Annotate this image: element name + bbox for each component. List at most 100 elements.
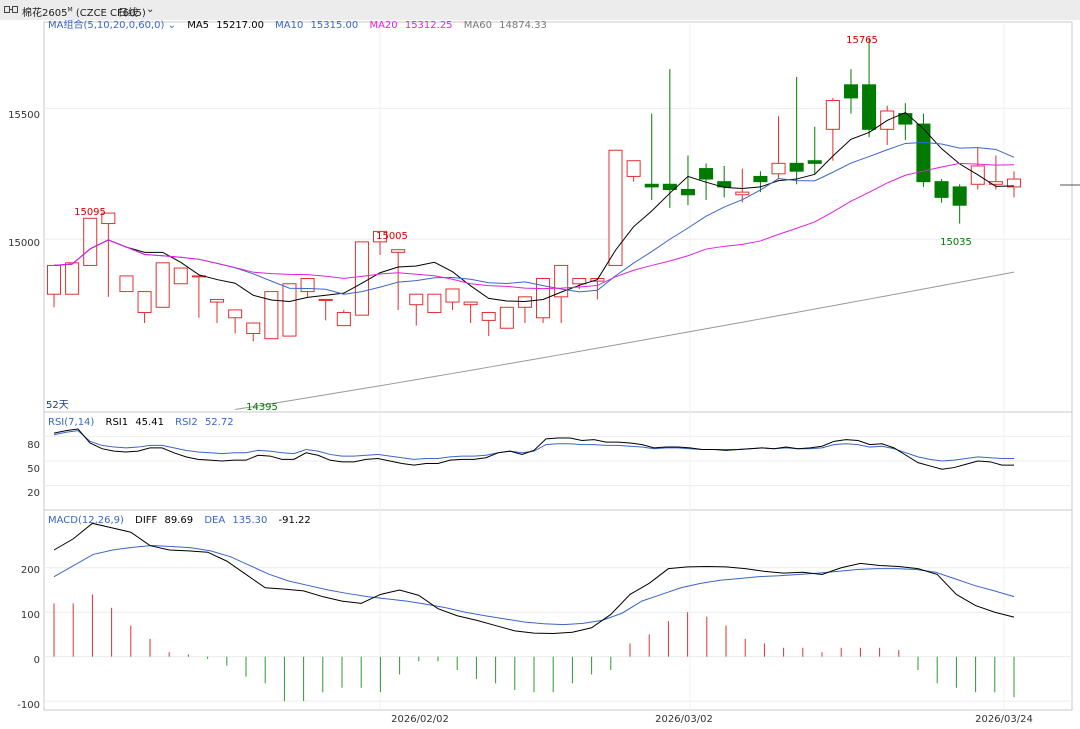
ma5-value: 15217.00 [216,20,264,31]
diff-label: DIFF [135,515,157,526]
ma-indicator-label[interactable]: MA组合(5,10,20,0,60,0) [48,20,165,31]
candle [862,84,877,130]
annotation-low-15035: 15035 [940,237,972,248]
candle [753,175,768,183]
candle [699,168,714,180]
candle [155,262,170,308]
candle [445,288,460,303]
rsi2-line [53,430,1014,462]
ma60-label: MA60 [464,20,492,31]
candle [391,249,406,253]
macd-value: -91.22 [279,515,311,526]
ma5-line [53,111,1015,303]
candle [517,296,532,308]
candle [209,298,225,303]
candle [554,264,569,298]
period-selector[interactable]: 日线 [118,4,138,19]
dea-label: DEA [204,515,225,526]
ma10-value: 15315.00 [311,20,359,31]
candle [934,181,949,198]
candle [427,293,442,314]
candle [409,293,424,306]
candle [916,123,931,183]
chevron-down-icon[interactable]: ⌄ [168,20,176,31]
candle [354,241,369,316]
rsi-tick-80: 80 [27,440,40,451]
rsi-tick-50: 50 [27,464,40,475]
ma20-value: 15312.25 [405,20,453,31]
candle [101,212,116,225]
macd-tick-100: 100 [21,610,40,621]
rsi2-value: 52.72 [205,417,234,428]
candle [680,189,695,196]
date-label-0324: 2026/03/24 [975,714,1033,725]
chart-canvas: MA组合(5,10,20,0,60,0) ⌄ MA5 15217.00 MA10… [0,20,1080,729]
dea-line [53,545,1015,626]
ma60-value: 14874.33 [499,20,547,31]
price-tick-15000: 15000 [8,238,40,249]
candle [499,306,514,329]
dea-value: 135.30 [232,515,267,526]
candle [264,291,279,340]
macd-tick-200: 200 [21,565,40,576]
diff-value: 89.69 [164,515,193,526]
symbol-code: (CZCE CF605) [75,8,146,19]
candle [300,278,315,293]
candle [173,267,188,285]
candle [318,298,333,301]
chevron-down-icon[interactable]: ⌄ [146,4,155,15]
price-tick-15500: 15500 [8,110,40,121]
candle [626,160,641,177]
candle [336,312,351,327]
candle [644,183,659,188]
candle [898,113,913,125]
period-label: 日线 [118,8,138,19]
ma20-label: MA20 [369,20,397,31]
rsi1-label: RSI1 [106,417,129,428]
ma5-label: MA5 [187,20,209,31]
rsi1-value: 45.41 [135,417,164,428]
symbol-name: 棉花2605 [22,8,68,19]
candle [373,230,388,243]
candle [83,217,98,266]
date-label-0202: 2026/02/02 [391,714,449,725]
candle [988,181,1003,185]
candle [119,275,134,293]
candle [843,84,859,99]
ma60-line [235,271,1015,410]
rsi2-label: RSI2 [175,417,198,428]
rsi1-line [53,428,1014,470]
symbol-label[interactable]: 棉花2605M (CZCE CF605) [22,4,146,19]
symbol-sup: M [67,6,73,14]
candle [1006,178,1022,188]
candle [246,322,261,334]
candle [735,191,750,196]
date-label-0302: 2026/03/02 [655,714,713,725]
candle [807,160,822,164]
macd-panel[interactable] [43,509,1073,711]
macd-title[interactable]: MACD(12,26,9) [48,515,124,526]
candle [282,283,297,337]
candle [228,309,243,319]
candle [608,149,623,266]
annotation-high-15005: 15005 [376,231,408,242]
candle [65,262,80,295]
macd-legend: MACD(12,26,9) DIFF 89.69 DEA 135.30 -91.… [48,515,311,526]
ma10-label: MA10 [275,20,303,31]
rsi-title[interactable]: RSI(7,14) [48,417,94,428]
chart-window-icon[interactable] [4,6,18,13]
ma-legend: MA组合(5,10,20,0,60,0) ⌄ MA5 15217.00 MA10… [48,20,547,31]
candle [463,301,478,306]
days-label: 52天 [46,400,69,411]
candle [771,162,786,175]
candle [789,162,804,172]
title-bar: 棉花2605M (CZCE CF605) 日线 ⌄ [0,0,1080,21]
candle [572,278,587,285]
annotation-low-14395: 14395 [246,402,278,413]
ma20-line [53,162,1015,290]
candle [825,100,840,130]
rsi-legend: RSI(7,14) RSI1 45.41 RSI2 52.72 [48,417,234,428]
candle [717,181,732,188]
diff-line [53,522,1015,635]
candlestick-series [46,37,1022,342]
